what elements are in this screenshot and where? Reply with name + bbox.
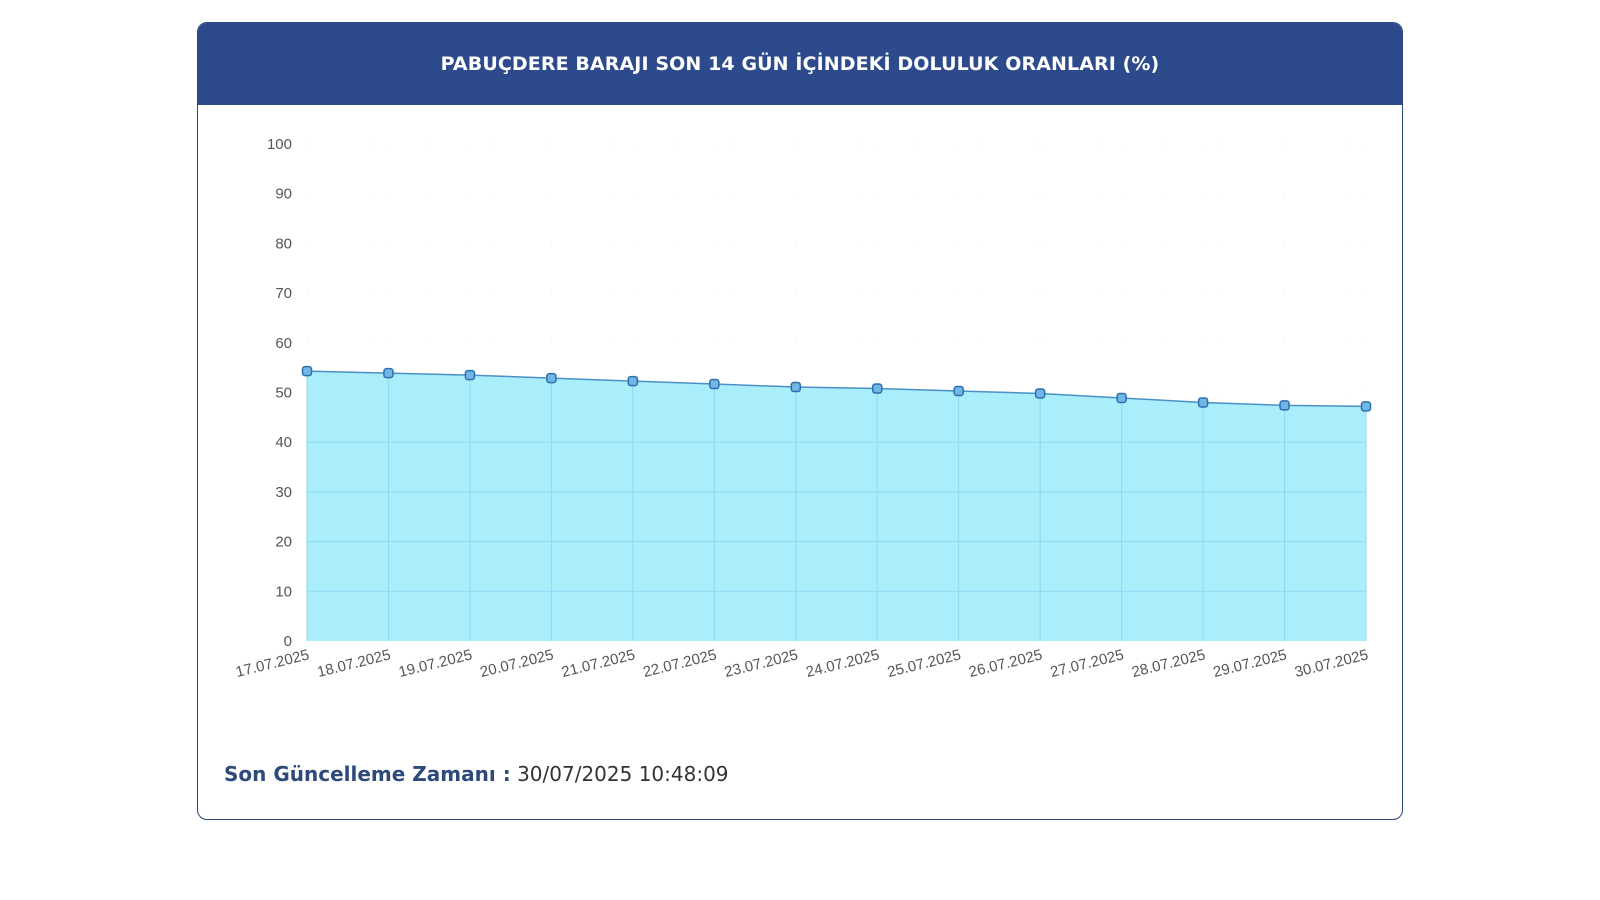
data-points <box>301 365 1372 412</box>
y-tick-label: 20 <box>275 534 292 551</box>
series-line <box>306 370 1367 408</box>
data-point <box>1034 388 1046 399</box>
y-tick-label: 30 <box>275 484 292 501</box>
x-tick-label: 18.07.2025 <box>315 646 392 681</box>
x-tick-label: 28.07.2025 <box>1130 646 1207 681</box>
y-tick-label: 40 <box>275 434 292 451</box>
chart-title: PABUÇDERE BARAJI SON 14 GÜN İÇİNDEKİ DOL… <box>440 53 1160 75</box>
y-tick-label: 90 <box>275 186 292 203</box>
x-tick-label: 30.07.2025 <box>1293 646 1370 681</box>
data-point <box>627 375 639 387</box>
x-tick-label: 25.07.2025 <box>886 646 963 681</box>
data-point <box>953 385 964 397</box>
y-tick-label: 80 <box>275 235 292 252</box>
y-tick-label: 50 <box>275 385 292 402</box>
series-area-fill <box>307 371 1366 641</box>
card-header: PABUÇDERE BARAJI SON 14 GÜN İÇİNDEKİ DOL… <box>198 23 1402 105</box>
y-tick-label: 60 <box>275 335 292 352</box>
data-point <box>546 372 557 384</box>
y-tick-label: 100 <box>267 136 292 153</box>
y-tick-label: 70 <box>275 285 292 302</box>
data-point <box>464 369 476 381</box>
last-update-value: 30/07/2025 10:48:09 <box>517 762 729 786</box>
data-point <box>1197 397 1209 408</box>
x-tick-label: 21.07.2025 <box>560 646 637 681</box>
data-point <box>1279 400 1290 411</box>
last-update: Son Güncelleme Zamanı : 30/07/2025 10:48… <box>224 762 729 786</box>
last-update-label: Son Güncelleme Zamanı : <box>224 762 511 786</box>
x-axis: 17.07.2025 18.07.2025 19.07.2025 20.07.2025… <box>234 646 1370 681</box>
x-tick-label: 19.07.2025 <box>397 646 474 681</box>
x-tick-label: 27.07.2025 <box>1049 646 1126 681</box>
y-tick-label: 10 <box>275 583 292 600</box>
data-point <box>1360 401 1372 412</box>
x-tick-label: 29.07.2025 <box>1212 646 1289 681</box>
data-point <box>871 383 883 394</box>
data-point <box>1116 392 1127 404</box>
x-tick-label: 24.07.2025 <box>804 646 881 681</box>
area-layer <box>306 370 1367 641</box>
x-tick-label: 23.07.2025 <box>723 646 800 681</box>
data-point <box>383 367 394 379</box>
data-point <box>301 365 313 377</box>
x-tick-label: 17.07.2025 <box>234 646 311 681</box>
x-tick-label: 22.07.2025 <box>641 646 718 681</box>
x-tick-label: 26.07.2025 <box>967 646 1044 681</box>
x-tick-label: 20.07.2025 <box>478 646 555 681</box>
y-axis: 0 10 20 30 40 50 60 70 80 90 100 <box>267 136 292 650</box>
data-point <box>790 381 802 393</box>
data-point <box>709 378 720 390</box>
y-tick-label: 0 <box>284 633 292 650</box>
